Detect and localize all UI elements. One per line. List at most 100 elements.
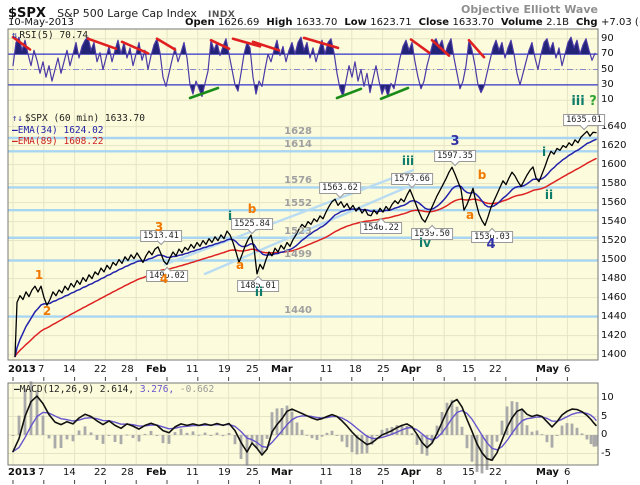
x-axis-label: 11 (320, 467, 333, 478)
x-axis-label: 25 (246, 467, 259, 478)
price-callout: 1536.03 (471, 227, 513, 244)
wave-label-4: 4 (486, 237, 496, 252)
macd-axis-tick: -5 (601, 447, 611, 459)
price-axis-tick: 1600 (601, 158, 627, 170)
x-axis-label: Feb (146, 467, 167, 478)
quote-date: 10-May-2013 (8, 17, 74, 28)
price-axis-tick: 1520 (601, 234, 627, 246)
x-axis-label: 15 (462, 364, 475, 375)
x-axis-label: 11 (320, 364, 333, 375)
macd-hist-value: -0.662 (179, 384, 215, 395)
x-axis-label: 19 (218, 467, 231, 478)
price-axis-tick: 1440 (601, 310, 627, 322)
price-axis-tick: 1540 (601, 215, 627, 227)
x-axis-label: Feb (146, 364, 167, 375)
x-axis-label: 14 (63, 467, 76, 478)
rsi-axis-tick: 70 (601, 48, 614, 60)
price-axis-tick: 1500 (601, 253, 627, 265)
x-axis-label: 15 (462, 467, 475, 478)
x-axis-label: 25 (377, 467, 390, 478)
price-axis-tick: 1460 (601, 291, 627, 303)
x-axis-label: 28 (121, 467, 134, 478)
wave-label-iii: iii (401, 154, 415, 168)
x-axis-label: Apr (401, 467, 421, 478)
macd-legend: —MACD(12,26,9) 2.614, 3.276, -0.662 (14, 384, 214, 395)
rsi-axis-tick: 30 (601, 78, 614, 90)
price-level-label: 1523 (284, 225, 312, 237)
x-axis-label: 25 (377, 364, 390, 375)
price-axis-tick: 1580 (601, 177, 627, 189)
price-axis-tick: 1480 (601, 272, 627, 284)
quote-close: Close 1633.70 (418, 17, 494, 28)
main-legend: ↑↓ $SPX (60 min) 1633.70 —EMA(34) 1624.02… (12, 113, 145, 147)
price-callout: 1573.66 (391, 172, 433, 189)
macd-axis-tick: 5 (601, 410, 608, 422)
x-axis-label: May (536, 467, 559, 478)
x-axis-label: Mar (271, 467, 293, 478)
x-axis-label: 8 (436, 364, 443, 375)
quote-high: High 1633.70 (266, 17, 338, 28)
price-callout: 1597.35 (434, 150, 476, 166)
x-axis-label: Apr (401, 364, 421, 375)
x-axis-label: 11 (186, 467, 199, 478)
price-callout: 1513.41 (140, 229, 182, 246)
x-axis-label: 28 (121, 364, 134, 375)
wave-label-b: b (247, 202, 257, 216)
x-axis-label: 18 (349, 467, 362, 478)
rsi-axis-tick: 90 (601, 32, 614, 44)
wave-label-iii: iii (571, 94, 585, 109)
x-axis-label: 11 (186, 364, 199, 375)
macd-swatch: — (14, 384, 20, 395)
macd-legend-text: MACD(12,26,9) 2.614, (19, 384, 135, 395)
ema89-legend: EMA(89) 1608.22 (17, 136, 104, 147)
quote-open: Open 1626.69 (185, 17, 260, 28)
price-callout: 1485.01 (237, 276, 279, 292)
price-axis-tick: 1620 (601, 139, 627, 151)
symbol: $SPX (8, 6, 46, 21)
rsi-legend: ⇅ RSI(5) 70.74 (12, 30, 88, 41)
x-axis-label: 7 (38, 364, 45, 375)
price-axis-tick: 1560 (601, 196, 627, 208)
wave-label-a: a (465, 208, 475, 222)
price-callout: 1635.01 (563, 114, 605, 131)
x-axis-label: 22 (94, 467, 107, 478)
wave-label-4: 4 (159, 272, 169, 286)
rsi-legend-text: RSI(5) 70.74 (19, 30, 89, 41)
rsi-panel-toggle-icon[interactable]: ⇅ (12, 31, 18, 41)
ema34-legend: EMA(34) 1624.02 (17, 125, 104, 136)
price-callout: 1539.50 (411, 224, 453, 241)
x-axis-label: 19 (218, 364, 231, 375)
wave-label-i: i (541, 145, 547, 159)
wave-label-b: b (477, 168, 487, 182)
chart-header: $SPX S&P 500 Large Cap Index INDX (8, 2, 632, 21)
price-level-label: 1499 (284, 248, 312, 260)
quote-chg: Chg +7.03 (+0.43%) (575, 17, 640, 28)
quote-low: Low 1623.71 (344, 17, 412, 28)
x-axis-label: 7 (38, 467, 45, 478)
main-panel-toggle-icon[interactable]: ↑↓ (12, 114, 23, 124)
wave-label-a: a (235, 258, 245, 272)
price-level-label: 1552 (284, 198, 312, 210)
wave-label-3: 3 (450, 134, 460, 149)
quote-row: 10-May-2013 Open 1626.69 High 1633.70 Low 1… (8, 17, 640, 30)
wave-label-2: 2 (42, 304, 52, 318)
x-axis-label: 22 (489, 467, 502, 478)
branding-text: Objective Elliott Wave (461, 3, 598, 16)
price-axis-tick: 1400 (601, 348, 627, 360)
price-callout: 1495.02 (146, 266, 188, 283)
price-level-label: 1576 (284, 175, 312, 187)
x-axis-label: 8 (436, 467, 443, 478)
branding: Objective Elliott Wave © StockCharts.com (461, 3, 598, 16)
ema34-swatch: — (12, 125, 18, 136)
price-level-label: 1440 (284, 304, 312, 316)
quote-volume: Volume 2.1B (500, 17, 569, 28)
macd-signal-value: 3.276, (139, 384, 175, 395)
wave-label-3: 3 (154, 220, 164, 234)
ema89-swatch: — (12, 136, 18, 147)
symbol-name: S&P 500 Large Cap Index (57, 7, 197, 20)
x-axis-label: 2013 (8, 364, 36, 375)
main-legend-title: $SPX (60 min) 1633.70 (24, 113, 145, 124)
x-axis-label: 6 (564, 364, 571, 375)
symbol-exchange: INDX (207, 10, 236, 20)
